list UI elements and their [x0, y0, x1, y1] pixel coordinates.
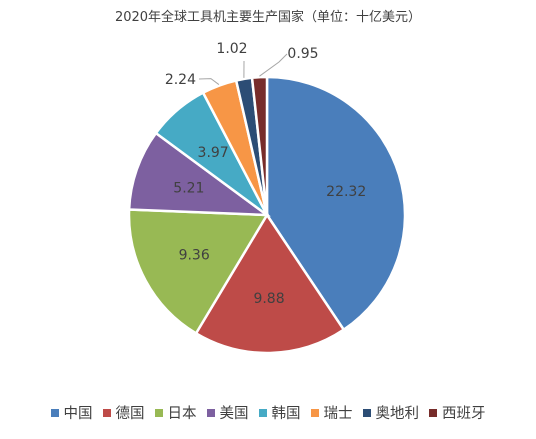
legend-item-1: 中国: [50, 402, 93, 423]
pie-slice-8: [250, 75, 269, 216]
legend-item-7: 奥地利: [362, 402, 420, 423]
legend-label: 美国: [219, 406, 249, 422]
data-label-4: 5.21: [173, 181, 204, 197]
legend-item-5: 韩国: [258, 402, 301, 423]
chart-title: 2020年全球工具机主要生产国家（单位：十亿美元）: [114, 10, 422, 25]
legend-swatch: [429, 408, 437, 417]
legend-label: 中国: [63, 406, 93, 422]
legend-item-6: 瑞士: [310, 402, 353, 423]
legend-label: 西班牙: [442, 406, 486, 422]
legend-label: 德国: [115, 406, 145, 422]
legend-swatch: [258, 408, 267, 417]
legend-swatch: [50, 408, 59, 417]
legend-swatch: [154, 408, 163, 417]
data-label-1: 22.32: [326, 184, 366, 200]
legend-swatch: [310, 408, 319, 417]
legend-swatch: [362, 408, 371, 417]
pie-slice-3: [127, 208, 270, 336]
legend-label: 韩国: [271, 406, 301, 422]
legend-item-2: 德国: [102, 402, 145, 423]
legend-item-3: 日本: [154, 402, 197, 423]
pie-slice-2: [194, 212, 346, 355]
data-label-2: 9.88: [253, 291, 284, 307]
legend-item-4: 美国: [206, 402, 249, 423]
legend-label: 奥地利: [375, 406, 420, 422]
data-label-7: 1.02: [216, 41, 247, 57]
data-label-6: 2.24: [165, 72, 196, 88]
data-label-5: 3.97: [198, 145, 229, 161]
legend-label: 瑞士: [323, 406, 353, 422]
data-label-3: 9.36: [179, 247, 210, 263]
legend-label: 日本: [167, 406, 197, 422]
leader-line-6: [198, 78, 220, 85]
data-label-8: 0.95: [287, 46, 318, 62]
pie-slice-4: [127, 131, 272, 217]
legend-swatch: [206, 408, 215, 417]
legend-swatch: [102, 408, 111, 417]
leader-line-8: [259, 53, 288, 77]
legend-item-8: 西班牙: [429, 402, 486, 423]
legend: 中国 德国 日本 美国 韩国 瑞士 奥地利 西班牙: [0, 402, 536, 423]
